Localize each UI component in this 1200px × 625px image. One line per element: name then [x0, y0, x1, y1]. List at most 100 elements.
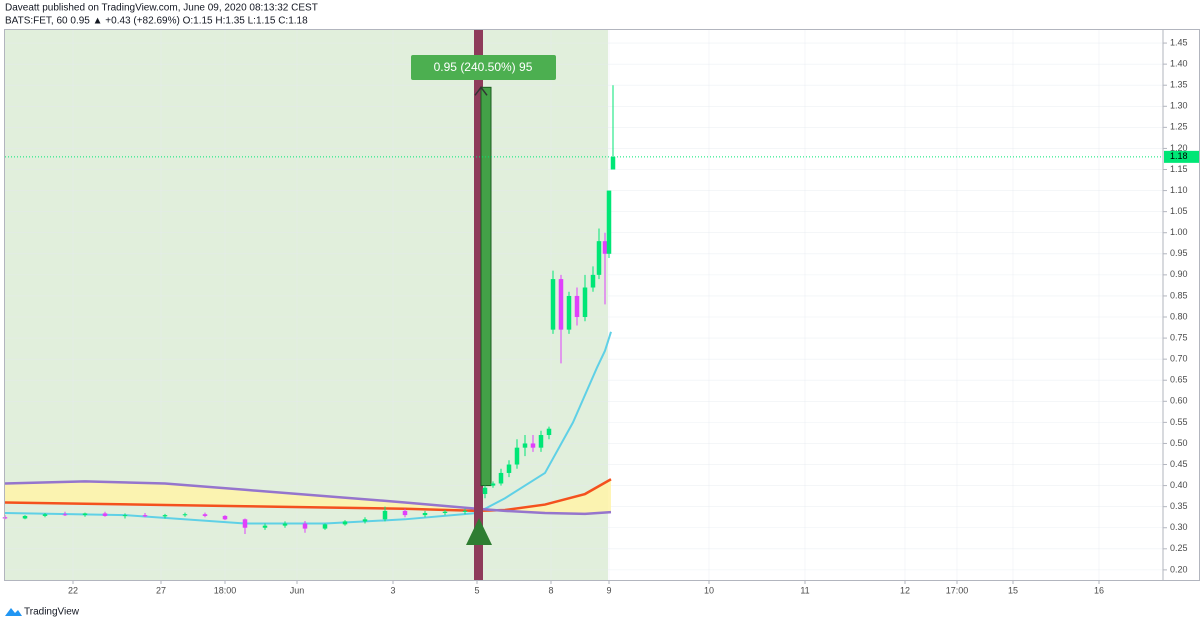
candle-body	[610, 156, 616, 170]
candle-body	[162, 515, 168, 517]
x-tick-label: 10	[704, 585, 714, 595]
y-tick-label: 0.70	[1170, 354, 1188, 364]
indicator-line	[4, 331, 612, 525]
y-tick-label: 1.25	[1170, 122, 1188, 132]
y-tick-label: 0.85	[1170, 290, 1188, 300]
candle-body	[550, 279, 556, 330]
candle-body	[42, 514, 48, 516]
x-tick-label: 22	[68, 585, 78, 595]
y-tick-label: 1.05	[1170, 206, 1188, 216]
y-tick-label: 0.80	[1170, 311, 1188, 321]
candle-body	[506, 464, 512, 473]
candle-body	[282, 523, 288, 526]
position-label-box	[411, 55, 556, 80]
candle-body	[590, 274, 596, 288]
x-tick-label: 3	[390, 585, 395, 595]
candle-body	[22, 515, 28, 519]
y-tick-label: 1.10	[1170, 185, 1188, 195]
y-tick-label: 1.35	[1170, 80, 1188, 90]
y-tick-label: 1.30	[1170, 101, 1188, 111]
candle-body	[558, 279, 564, 330]
x-tick-label: 9	[606, 585, 611, 595]
position-bar	[474, 30, 483, 580]
x-tick-label: 17:00	[946, 585, 969, 595]
entry-arrow	[466, 518, 492, 545]
y-tick-label: 1.00	[1170, 227, 1188, 237]
y-tick-label: 0.35	[1170, 501, 1188, 511]
target-caret	[474, 86, 488, 96]
symbol-line: BATS:FET, 60 0.95 ▲ +0.43 (+82.69%) O:1.…	[5, 16, 308, 27]
candle-body	[596, 241, 602, 275]
last-price-label: 1.18	[1170, 151, 1188, 161]
x-tick-label: Jun	[290, 585, 305, 595]
x-tick-label: 5	[474, 585, 479, 595]
last-price-box	[1164, 150, 1199, 163]
logo: TradingView	[5, 607, 80, 618]
candle-body	[322, 524, 328, 529]
candle-body	[242, 519, 248, 528]
y-tick-label: 0.20	[1170, 564, 1188, 574]
candle-body	[602, 241, 608, 254]
candle-body	[530, 443, 536, 448]
x-tick-label: 27	[156, 585, 166, 595]
candle-body	[302, 523, 308, 529]
y-tick-label: 0.65	[1170, 375, 1188, 385]
y-tick-label: 0.45	[1170, 459, 1188, 469]
candle-body	[442, 511, 448, 513]
x-tick-label: 8	[548, 585, 553, 595]
candle-body	[402, 510, 408, 516]
y-tick-label: 0.95	[1170, 248, 1188, 258]
candle-body	[514, 447, 520, 465]
candle-body	[82, 513, 88, 516]
candle-body	[122, 515, 128, 517]
candle-body	[462, 510, 468, 512]
y-tick-label: 0.55	[1170, 417, 1188, 427]
indicator-line	[4, 480, 612, 516]
candle-body	[142, 515, 148, 517]
x-tick-label: 16	[1094, 585, 1104, 595]
x-tick-label: 18:00	[214, 585, 237, 595]
candle-body	[182, 514, 188, 516]
x-tick-label: 15	[1008, 585, 1018, 595]
candle-body	[522, 443, 528, 448]
y-tick-label: 0.75	[1170, 332, 1188, 342]
candle-body	[482, 487, 488, 495]
logo-text: TradingView	[24, 607, 80, 618]
y-tick-label: 1.15	[1170, 164, 1188, 174]
y-tick-label: 1.20	[1170, 143, 1188, 153]
candle-body	[222, 515, 228, 520]
candle-body	[342, 521, 348, 525]
position-label: 0.95 (240.50%) 95	[434, 60, 533, 74]
y-tick-label: 0.50	[1170, 438, 1188, 448]
y-tick-label: 0.30	[1170, 522, 1188, 532]
candle-body	[202, 514, 208, 516]
author-line: Daveatt published on TradingView.com, Ju…	[5, 3, 318, 14]
y-tick-label: 0.25	[1170, 543, 1188, 553]
y-tick-label: 0.60	[1170, 396, 1188, 406]
plot: 0.20 0.25 0.30 0.35 0.40 0.45 0.50 0.55 0.60 0.65…	[2, 30, 1199, 595]
candle-body	[606, 190, 612, 254]
candle-body	[422, 512, 428, 516]
candle-body	[382, 510, 388, 520]
candle-body	[538, 435, 544, 448]
candle-body	[574, 295, 580, 318]
y-tick-label: 1.45	[1170, 37, 1188, 47]
candle-body	[566, 295, 572, 330]
candle-body	[490, 483, 496, 486]
x-tick-label: 11	[800, 585, 809, 595]
x-tick-label: 12	[900, 585, 910, 595]
y-tick-label: 1.40	[1170, 59, 1188, 69]
candle-body	[62, 514, 68, 516]
band-fill	[5, 479, 611, 514]
y-tick-label: 0.40	[1170, 480, 1188, 490]
position-target	[480, 86, 492, 487]
candle-body	[582, 287, 588, 318]
candle-body	[262, 525, 268, 528]
logo-icon	[5, 608, 22, 616]
y-tick-label: 0.90	[1170, 269, 1188, 279]
candle-body	[102, 513, 108, 516]
candle-body	[362, 519, 368, 522]
candle-body	[546, 428, 552, 436]
